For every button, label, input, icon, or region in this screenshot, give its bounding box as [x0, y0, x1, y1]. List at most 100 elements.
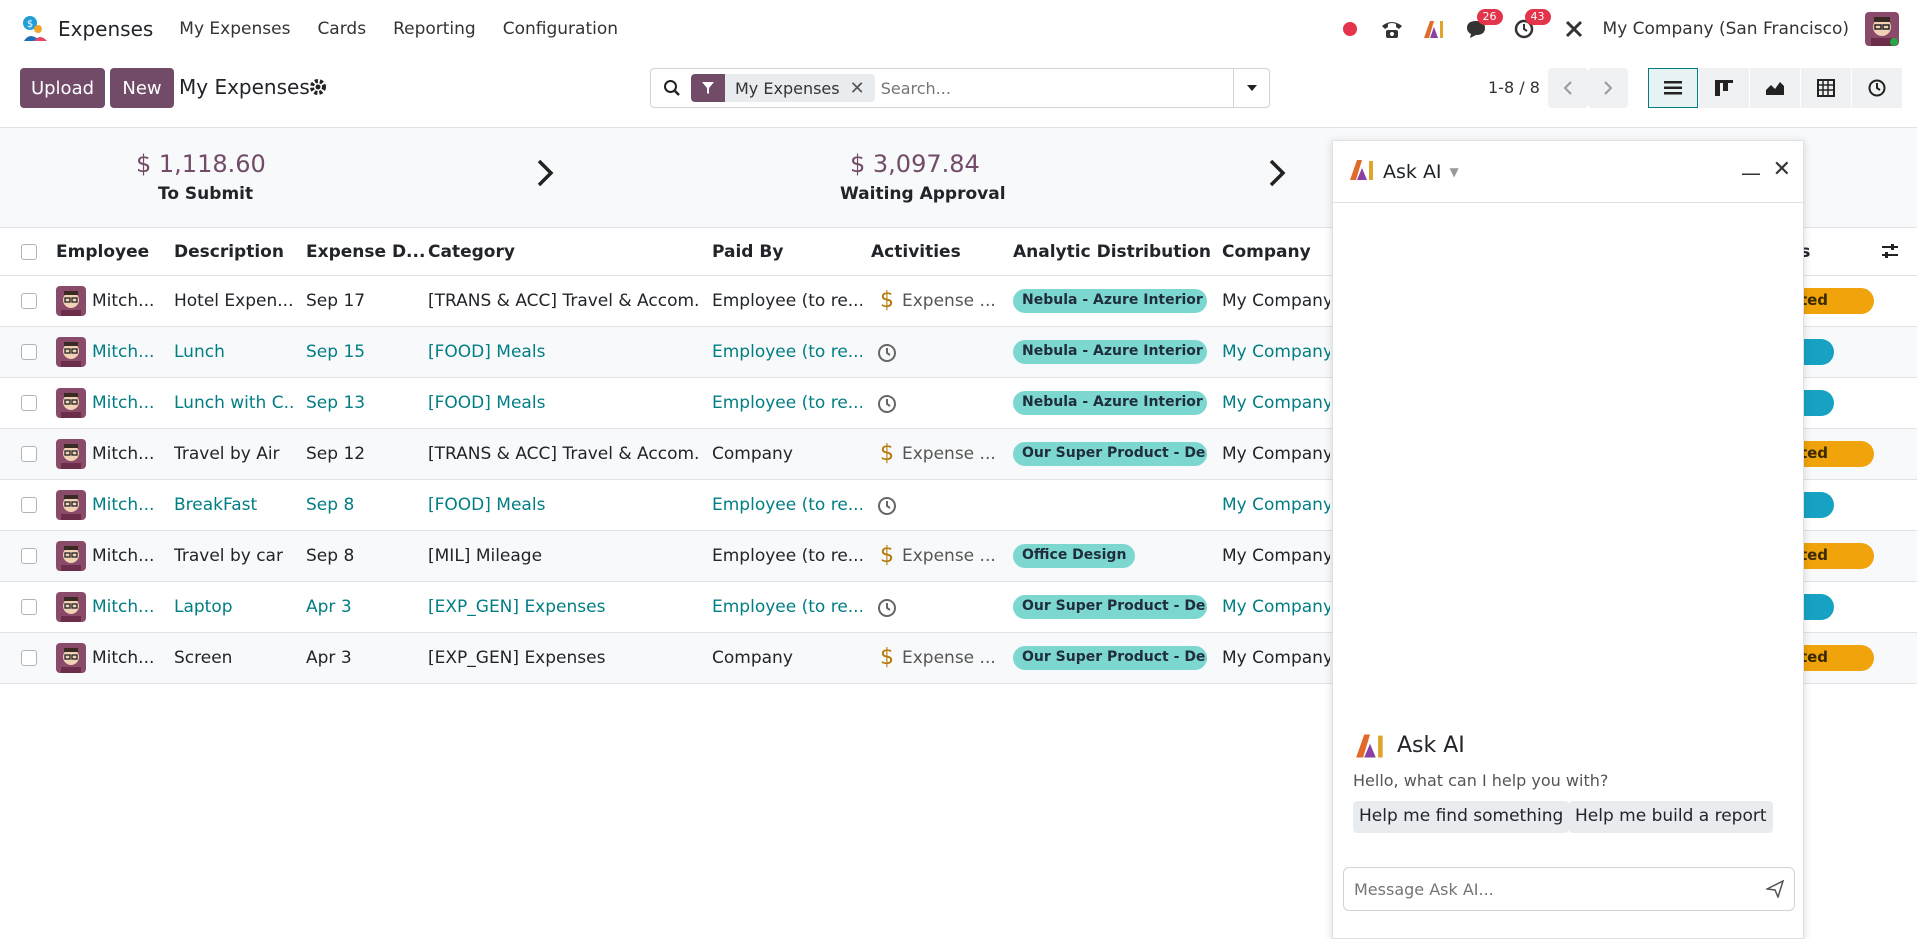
row-checkbox[interactable] — [21, 344, 37, 360]
employee-avatar — [56, 490, 86, 520]
header-company[interactable]: Company — [1222, 242, 1311, 262]
to-submit-label[interactable]: To Submit — [158, 184, 254, 204]
dollar-icon[interactable]: $ — [880, 288, 894, 313]
category-cell: [FOOD] Meals — [428, 393, 546, 413]
menu-my-expenses[interactable]: My Expenses — [179, 19, 291, 39]
kanban-view-button[interactable] — [1699, 68, 1749, 108]
gear-icon[interactable] — [309, 78, 327, 100]
header-category[interactable]: Category — [428, 242, 515, 262]
row-checkbox[interactable] — [21, 395, 37, 411]
filter-facet: My Expenses ✕ — [691, 74, 875, 102]
user-avatar[interactable] — [1865, 12, 1899, 46]
pager-previous-button[interactable] — [1548, 68, 1588, 108]
column-settings-icon[interactable] — [1881, 242, 1899, 264]
search-input[interactable] — [880, 78, 1221, 98]
clock-icon[interactable] — [877, 394, 897, 418]
activity-view-button[interactable] — [1852, 68, 1902, 108]
row-checkbox[interactable] — [21, 293, 37, 309]
messages-icon[interactable]: 26 — [1463, 9, 1503, 42]
header-employee[interactable]: Employee — [56, 242, 150, 262]
chevron-right-icon — [1268, 158, 1286, 192]
waiting-approval-amount[interactable]: $ 3,097.84 — [850, 150, 980, 178]
filter-facet-label: My Expenses — [735, 78, 840, 98]
dollar-icon[interactable]: $ — [880, 543, 894, 568]
company-cell: My Company ( — [1222, 546, 1330, 566]
expenses-app-icon[interactable]: $ — [20, 15, 48, 43]
header-description[interactable]: Description — [174, 242, 284, 262]
activities-badge: 43 — [1524, 9, 1551, 25]
ai-message-box — [1343, 867, 1795, 911]
activity-label[interactable]: Expense ... — [902, 648, 996, 668]
company-cell: My Company ( — [1222, 291, 1330, 311]
search-options-toggle[interactable] — [1233, 69, 1269, 107]
table-row[interactable]: Mitch... Hotel Expen... Sep 17 [TRANS & ACC… — [0, 276, 1917, 327]
menu-reporting[interactable]: Reporting — [393, 19, 476, 39]
tools-icon[interactable] — [1561, 16, 1587, 42]
app-name[interactable]: Expenses — [58, 17, 154, 41]
clock-icon[interactable] — [877, 496, 897, 520]
search-icon[interactable] — [663, 79, 681, 101]
remove-facet-icon[interactable]: ✕ — [849, 77, 865, 99]
ai-icon[interactable] — [1421, 16, 1447, 42]
clock-icon[interactable] — [877, 598, 897, 622]
graph-view-button[interactable] — [1750, 68, 1800, 108]
expense-date-cell: Sep 17 — [306, 291, 366, 311]
category-cell: [TRANS & ACC] Travel & Accom... — [428, 444, 698, 464]
dollar-icon[interactable]: $ — [880, 441, 894, 466]
paid-by-cell: Company — [712, 648, 793, 668]
dollar-icon[interactable]: $ — [880, 645, 894, 670]
suggestion-find-something[interactable]: Help me find something — [1353, 801, 1570, 833]
analytic-tag: Our Super Product - De... — [1013, 646, 1207, 670]
paid-by-cell: Employee (to re... — [712, 342, 862, 362]
control-panel: Upload New My Expenses My Expenses ✕ 1-8… — [0, 58, 1917, 128]
ai-welcome-title: Ask AI — [1397, 733, 1465, 758]
waiting-approval-label[interactable]: Waiting Approval — [840, 184, 1006, 204]
expense-date-cell: Sep 13 — [306, 393, 366, 413]
ask-ai-panel: Ask AI ▼ — ✕ Ask AI Hello, what can I he… — [1332, 140, 1804, 939]
row-checkbox[interactable] — [21, 548, 37, 564]
header-analytic-distribution[interactable]: Analytic Distribution — [1013, 242, 1211, 262]
pager-value[interactable]: 1-8 / 8 — [1488, 78, 1540, 97]
pivot-view-button[interactable] — [1801, 68, 1851, 108]
header-expense-date[interactable]: Expense D... — [306, 242, 426, 262]
select-all-checkbox[interactable] — [21, 244, 37, 260]
minimize-icon[interactable]: — — [1741, 161, 1761, 185]
upload-button[interactable]: Upload — [20, 68, 105, 108]
menu-cards[interactable]: Cards — [317, 19, 367, 39]
svg-text:$: $ — [27, 19, 33, 30]
clock-icon[interactable] — [877, 343, 897, 367]
category-cell: [EXP_GEN] Expenses — [428, 648, 606, 668]
activity-label[interactable]: Expense ... — [902, 291, 996, 311]
close-icon[interactable]: ✕ — [1772, 157, 1791, 182]
row-checkbox[interactable] — [21, 497, 37, 513]
list-view-button[interactable] — [1648, 68, 1698, 108]
menu-configuration[interactable]: Configuration — [502, 19, 619, 39]
ai-message-input[interactable] — [1354, 879, 1754, 899]
employee-avatar — [56, 286, 86, 316]
row-checkbox[interactable] — [21, 599, 37, 615]
header-activities[interactable]: Activities — [871, 242, 961, 262]
to-submit-amount[interactable]: $ 1,118.60 — [136, 150, 266, 178]
company-switcher[interactable]: My Company (San Francisco) — [1602, 19, 1849, 39]
row-checkbox[interactable] — [21, 446, 37, 462]
activity-label[interactable]: Expense ... — [902, 444, 996, 464]
suggestion-build-report[interactable]: Help me build a report — [1569, 801, 1773, 833]
pager-next-button[interactable] — [1588, 68, 1628, 108]
record-icon[interactable] — [1337, 16, 1363, 42]
description-cell: BreakFast — [174, 495, 258, 515]
new-button[interactable]: New — [110, 68, 174, 108]
activities-icon[interactable]: 43 — [1511, 9, 1551, 42]
ask-ai-title[interactable]: Ask AI — [1383, 160, 1442, 183]
send-icon[interactable] — [1764, 879, 1785, 902]
row-checkbox[interactable] — [21, 650, 37, 666]
phone-icon[interactable] — [1379, 16, 1405, 42]
description-cell: Lunch — [174, 342, 225, 362]
company-cell: My Company ( — [1222, 393, 1330, 413]
description-cell: Lunch with C... — [174, 393, 294, 413]
systray: 26 43 My Company (San Francisco) — [1337, 0, 1917, 58]
description-cell: Screen — [174, 648, 233, 668]
analytic-tag: Our Super Product - De... — [1013, 595, 1207, 619]
caret-down-icon[interactable]: ▼ — [1449, 164, 1459, 179]
header-paid-by[interactable]: Paid By — [712, 242, 784, 262]
activity-label[interactable]: Expense ... — [902, 546, 996, 566]
